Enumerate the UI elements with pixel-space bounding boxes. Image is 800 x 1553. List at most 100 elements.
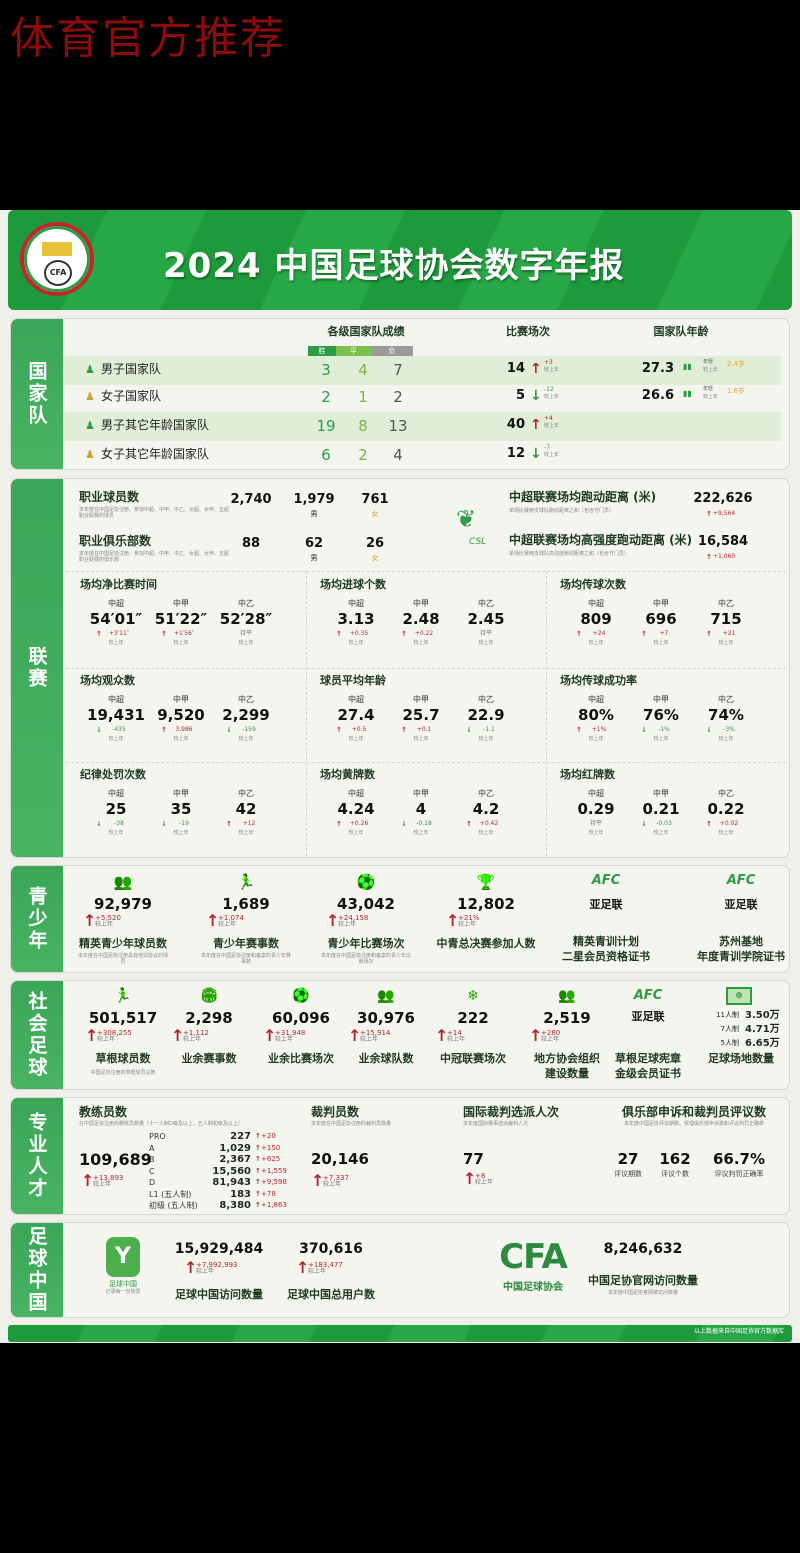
compare-label: 较上年	[338, 921, 357, 928]
draws: 1	[358, 388, 368, 406]
level-delta: +150	[261, 1143, 281, 1152]
arrow-down-icon: ↓	[706, 726, 712, 734]
level-name: D	[149, 1178, 156, 1187]
arrow-up-icon: ↑	[466, 820, 472, 828]
league-name: 中超	[348, 789, 364, 798]
league-name: 中乙	[238, 599, 254, 608]
stat-value: 501,517	[88, 1009, 158, 1027]
arrow-down-icon: ↓	[226, 726, 232, 734]
arrow-up-icon: ↑	[296, 1258, 310, 1277]
arrow-up-icon: ↑	[463, 1169, 477, 1188]
league-value: 76%	[643, 706, 679, 724]
csl-logo-icon: ❦	[455, 505, 477, 533]
age-bars-icon: ▮▮	[683, 362, 692, 371]
arrow-up-icon: ↑	[576, 726, 582, 734]
league-name: 中甲	[413, 599, 429, 608]
league-stat-cell: 场均传球次数 中超 809 ↑ +24 较上年 中甲 696 ↑ +7 较上年 中乙 715 ↑ +21 较上…	[546, 573, 786, 667]
arrow-up-icon: ↑	[435, 1026, 449, 1045]
league-value: 19,431	[87, 706, 145, 724]
league-name: 中甲	[173, 695, 189, 704]
grid-divider	[546, 571, 547, 856]
social-football-section: 社会足球 🏃 501,517 ↑ +308,255 较上年 草根球员数 中国足协注册的草根球…	[10, 980, 790, 1090]
arrow-down-icon: ↓	[401, 820, 407, 828]
compare-label: 较上年	[183, 1036, 202, 1043]
compare-label: 较上年	[653, 640, 669, 646]
league-delta: +0.5	[351, 726, 367, 733]
stat-value: 8,246,632	[603, 1241, 683, 1257]
afc-logo-icon: AFC	[591, 873, 621, 888]
league-delta: -0.03	[656, 820, 672, 827]
coach-total: 109,689	[79, 1150, 152, 1169]
stat-label: 评议个数	[661, 1170, 689, 1178]
matches-delta: +4	[544, 415, 553, 422]
compare-label: 较上年	[323, 1181, 342, 1188]
league-delta: -38	[114, 820, 124, 827]
league-delta: +1%	[591, 726, 607, 733]
row-highlight	[63, 412, 781, 441]
compare-label: 较上年	[97, 1036, 116, 1043]
stat-value: 2,519	[543, 1009, 591, 1027]
league-name: 中乙	[478, 789, 494, 798]
section-label: 专业人才	[11, 1098, 63, 1214]
cfa-name: 中国足球协会	[503, 1282, 563, 1293]
stat-label: 苏州基地	[719, 935, 763, 948]
stat-desc: 本年度在中国足协注册、参加中超、中甲、中乙、女超、女甲、五超职业联赛的球员	[79, 507, 230, 519]
compare-label: 较上年	[108, 640, 124, 646]
league-stat-cell: 场均黄牌数 中超 4.24 ↑ +0.26 较上年 中甲 4 ↓ -0.18 较上年 中乙 4.2 ↑ +0…	[306, 763, 546, 857]
female-value: 761	[361, 492, 389, 507]
grid-divider	[306, 571, 307, 856]
level-count: 2,367	[219, 1154, 251, 1165]
league-value: 9,520	[157, 706, 205, 724]
league-delta: +0.22	[414, 630, 434, 637]
arrow-up-icon: ↑	[336, 726, 342, 734]
team-name: 男子其它年龄国家队	[101, 418, 210, 432]
compare-label: 较上年	[275, 1036, 294, 1043]
cfa-logo-icon: CFA	[499, 1237, 568, 1277]
level-count: 15,560	[212, 1165, 251, 1177]
league-delta: -1.1	[483, 726, 495, 733]
stat-value: 16,584	[697, 534, 749, 549]
stat-value: 1,689	[222, 895, 270, 913]
arrow-up-icon: ↑	[530, 417, 542, 433]
draws: 8	[358, 417, 368, 435]
delta-value: +7,337	[323, 1174, 349, 1182]
delta-value: +1,074	[218, 914, 244, 922]
league-value: 27.4	[337, 706, 375, 724]
stat-value: 370,616	[299, 1241, 363, 1257]
level-delta: +1,863	[261, 1201, 287, 1209]
league-stat-cell: 纪律处罚次数 中超 25 ↓ -38 较上年 中甲 35 ↓ -19 较上年 中乙 42 ↑ +12 较上年	[66, 763, 306, 857]
org-name: 亚足联	[631, 1010, 665, 1023]
male-label: 男	[310, 554, 318, 562]
league-delta: 持平	[589, 820, 603, 827]
wdl-tag-win: 胜	[308, 346, 336, 356]
cell-title: 球员平均年龄	[320, 674, 386, 687]
stat-label: 中青总决赛参加人数	[436, 937, 536, 950]
compare-label: 较上年	[360, 1036, 379, 1043]
league-name: 中超	[348, 695, 364, 704]
delta-value: +1,112	[183, 1029, 209, 1037]
arrow-down-icon: ↓	[641, 726, 647, 734]
grid-divider	[66, 668, 786, 669]
compare-label: 较上年	[108, 830, 124, 836]
losses: 7	[393, 361, 403, 379]
league-delta: +12	[242, 820, 256, 827]
level-name: A	[149, 1143, 155, 1153]
compare-label: 较上年	[348, 830, 364, 836]
soccer-ball-icon: ⚽	[356, 873, 376, 891]
running-player-icon: 🏃	[114, 988, 132, 1004]
compare-label: 较上年	[173, 640, 189, 646]
compare-label: 较上年	[718, 640, 734, 646]
female-label: 女	[371, 510, 379, 518]
arrow-down-icon: ↓	[641, 820, 647, 828]
league-name: 中乙	[238, 695, 254, 704]
league-name: 中乙	[238, 789, 254, 798]
stat-label: 足球场地数量	[708, 1052, 774, 1065]
league-name: 中超	[588, 599, 604, 608]
compare-label: 较上年	[718, 736, 734, 742]
row-highlight	[63, 356, 781, 385]
stat-desc: 单场比赛两支球队高强度跑动距离之和（包含守门员）	[509, 551, 630, 557]
league-stat-cell: 球员平均年龄 中超 27.4 ↑ +0.5 较上年 中甲 25.7 ↑ +0.1 较上年 中乙 22.9…	[306, 669, 546, 763]
snowflake-icon: ❄	[467, 988, 479, 1004]
fast-ball-icon: ⚽	[292, 988, 310, 1004]
league-section: 联赛 职业球员数 本年度在中国足协注册、参加中超、中甲、中乙、女超、女甲、五超职业…	[10, 478, 790, 858]
